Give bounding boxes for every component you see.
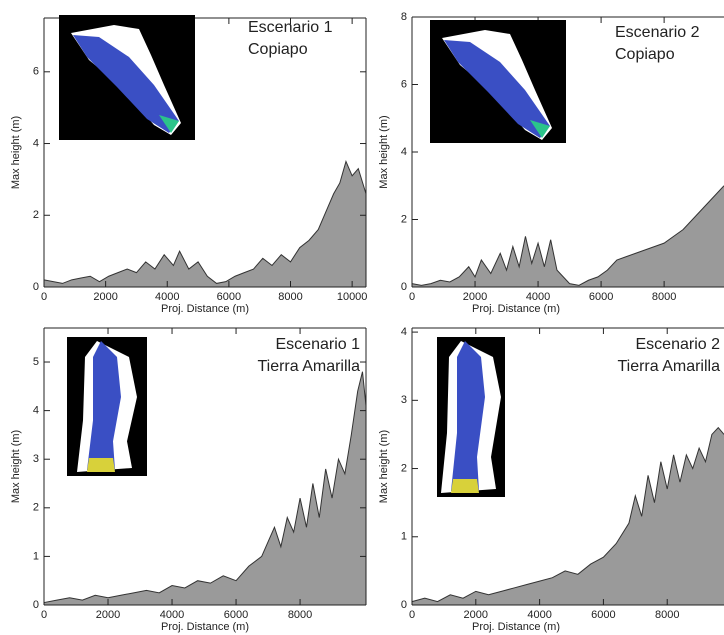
annotation: Escenario 2 [615, 24, 700, 41]
y-tick-label: 0 [33, 599, 39, 611]
x-tick-label: 6000 [591, 609, 615, 621]
chart-grid: 02000400060008000100000246Proj. Distance… [0, 0, 724, 635]
y-tick-label: 2 [33, 209, 39, 221]
x-tick-label: 6000 [224, 609, 248, 621]
y-tick-label: 2 [401, 213, 407, 225]
y-axis-label: Max height (m) [378, 430, 390, 503]
x-tick-label: 0 [409, 291, 415, 303]
x-tick-label: 4000 [160, 609, 184, 621]
x-tick-label: 4000 [527, 609, 551, 621]
x-axis-label: Proj. Distance (m) [472, 303, 560, 315]
y-tick-label: 4 [401, 146, 407, 158]
x-tick-label: 8000 [652, 291, 676, 303]
y-tick-label: 0 [401, 281, 407, 293]
y-tick-label: 6 [401, 78, 407, 90]
annotation: Tierra Amarilla [617, 358, 720, 375]
y-tick-label: 0 [401, 599, 407, 611]
area [44, 161, 366, 287]
y-tick-label: 2 [33, 502, 39, 514]
x-tick-label: 8000 [278, 291, 302, 303]
y-tick-label: 1 [401, 531, 407, 543]
y-tick-label: 0 [33, 281, 39, 293]
x-tick-label: 10000 [337, 291, 368, 303]
y-tick-label: 5 [33, 356, 39, 368]
y-axis-label: Max height (m) [378, 115, 390, 188]
inset-peak [451, 479, 479, 493]
annotation: Escenario 2 [636, 336, 721, 353]
inset-peak [87, 458, 115, 472]
x-tick-label: 0 [41, 609, 47, 621]
y-tick-label: 6 [33, 66, 39, 78]
x-tick-label: 2000 [96, 609, 120, 621]
x-tick-label: 0 [41, 291, 47, 303]
y-axis-label: Max height (m) [10, 430, 22, 503]
x-tick-label: 2000 [464, 609, 488, 621]
area [412, 186, 724, 287]
annotation: Copiapo [615, 46, 675, 63]
x-tick-label: 8000 [288, 609, 312, 621]
x-tick-label: 2000 [93, 291, 117, 303]
y-tick-label: 8 [401, 11, 407, 23]
x-axis-label: Proj. Distance (m) [161, 621, 249, 633]
y-tick-label: 3 [401, 394, 407, 406]
y-tick-label: 1 [33, 550, 39, 562]
y-tick-label: 2 [401, 462, 407, 474]
x-tick-label: 6000 [217, 291, 241, 303]
x-tick-label: 2000 [463, 291, 487, 303]
annotation: Escenario 1 [276, 336, 361, 353]
annotation: Tierra Amarilla [257, 358, 360, 375]
x-tick-label: 6000 [589, 291, 613, 303]
x-axis-label: Proj. Distance (m) [472, 621, 560, 633]
x-tick-label: 4000 [526, 291, 550, 303]
y-tick-label: 4 [33, 137, 39, 149]
y-axis-label: Max height (m) [10, 116, 22, 189]
x-tick-label: 0 [409, 609, 415, 621]
x-tick-label: 4000 [155, 291, 179, 303]
y-tick-label: 4 [401, 326, 407, 338]
y-tick-label: 4 [33, 405, 39, 417]
annotation: Escenario 1 [248, 19, 333, 36]
y-tick-label: 3 [33, 453, 39, 465]
annotation: Copiapo [248, 41, 308, 58]
x-tick-label: 8000 [655, 609, 679, 621]
x-axis-label: Proj. Distance (m) [161, 303, 249, 315]
